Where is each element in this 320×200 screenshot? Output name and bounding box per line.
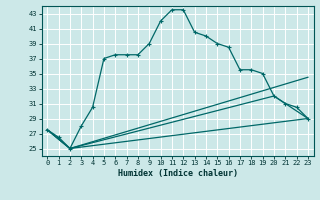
- X-axis label: Humidex (Indice chaleur): Humidex (Indice chaleur): [118, 169, 237, 178]
